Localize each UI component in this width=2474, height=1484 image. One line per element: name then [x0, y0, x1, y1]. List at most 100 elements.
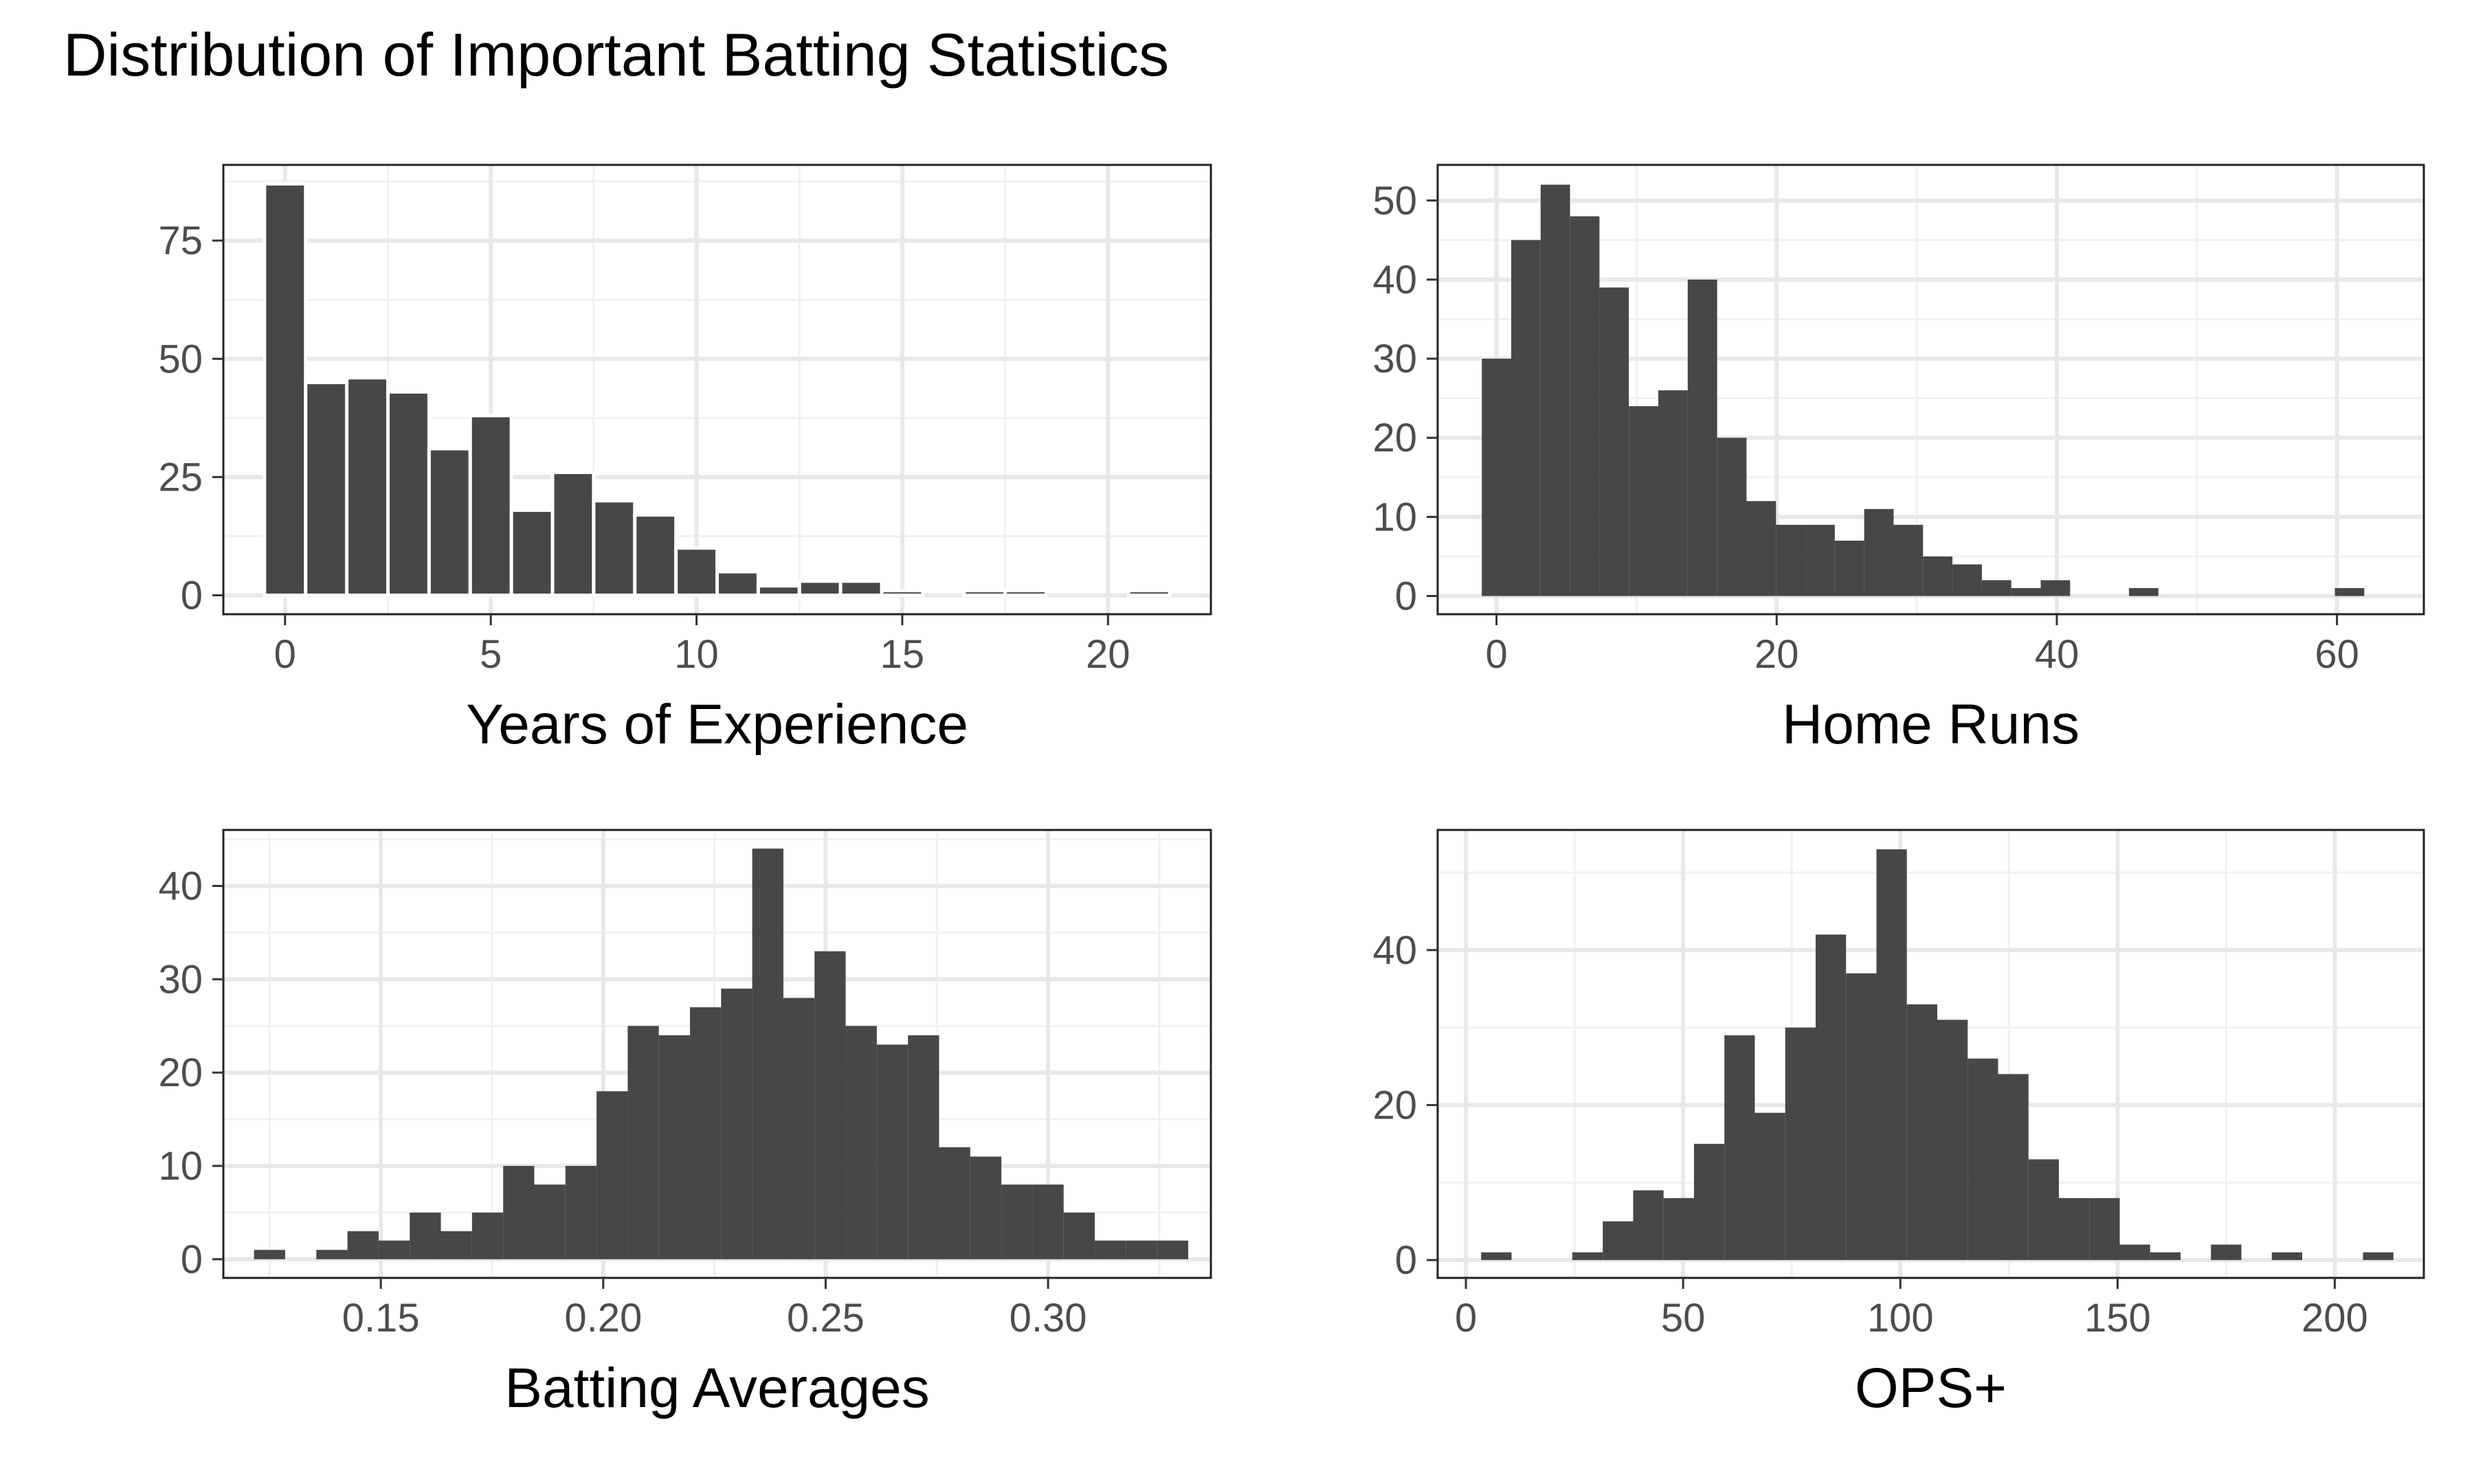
histogram-bar — [2058, 1198, 2090, 1261]
y-tick-label: 40 — [1372, 928, 1417, 973]
histogram-bar — [1864, 508, 1894, 596]
histogram-bar — [503, 1166, 535, 1259]
histogram-bar — [1032, 1184, 1064, 1259]
histogram-batting-averages: 0.15 0.20 0.25 0.30 0 10 20 30 40 Batting Average… — [158, 829, 1212, 1419]
y-tick-label: 40 — [158, 864, 203, 909]
histogram-bar — [1717, 438, 1747, 596]
histogram-bar — [1481, 1252, 1512, 1261]
histogram-bar — [1572, 1252, 1603, 1261]
y-tick-label: 50 — [158, 337, 203, 381]
histogram-bar — [378, 1240, 410, 1259]
x-tick-label: 20 — [1086, 632, 1130, 677]
y-tick-label: 20 — [1372, 416, 1417, 460]
y-tick-label: 10 — [158, 1144, 203, 1189]
y-tick-label: 30 — [158, 957, 203, 1002]
histogram-bar — [1998, 1074, 2029, 1261]
histogram-bar — [845, 1026, 877, 1259]
histogram-bar — [304, 381, 349, 597]
histogram-bar — [1482, 359, 1512, 596]
panel-border — [1436, 829, 2425, 1279]
histogram-bar — [1157, 1240, 1188, 1259]
histogram-bar — [1663, 1198, 1694, 1261]
histogram-bar — [1511, 240, 1541, 596]
histogram-bar — [633, 513, 678, 597]
histogram-bar — [410, 1212, 441, 1259]
x-tick-label: 100 — [1867, 1296, 1934, 1340]
histogram-bar — [550, 470, 596, 597]
histogram-bar — [627, 1026, 659, 1259]
x-tick-label: 15 — [880, 632, 925, 677]
histogram-bar — [658, 1035, 691, 1259]
histogram-bar — [1693, 1143, 1725, 1261]
histogram-home-runs: 0 20 40 60 0 10 20 30 40 50 Home Runs — [1372, 164, 2425, 756]
histogram-bar — [939, 1147, 970, 1259]
histogram-bar — [1952, 564, 1982, 596]
x-tick-label: 0 — [1485, 632, 1507, 677]
x-tick-label: 0 — [1455, 1296, 1477, 1340]
histogram-bar — [509, 508, 555, 597]
y-tick-label: 40 — [1372, 258, 1417, 302]
histogram-bar — [1906, 1004, 1937, 1261]
y-tick-label: 20 — [158, 1050, 203, 1095]
histogram-bar — [1776, 524, 1806, 596]
histogram-bar — [2363, 1252, 2394, 1261]
y-tick-label: 20 — [1372, 1083, 1417, 1127]
histogram-bar — [2150, 1252, 2181, 1261]
histogram-bar — [1687, 279, 1717, 596]
histogram-bar — [1629, 406, 1659, 596]
histogram-bar — [876, 1044, 909, 1259]
histogram-bar — [838, 579, 884, 597]
histogram-bar — [1126, 1240, 1157, 1259]
histogram-bar — [1063, 1212, 1095, 1259]
histogram-bar — [597, 1091, 628, 1259]
histogram-bar — [1095, 1240, 1126, 1259]
histogram-bar — [534, 1184, 566, 1259]
histogram-bar — [2211, 1244, 2242, 1261]
x-axis-title: Years of Experience — [466, 693, 968, 756]
y-tick-label: 10 — [1372, 495, 1417, 539]
histogram-bar — [721, 988, 753, 1259]
panel-border — [222, 829, 1212, 1279]
x-tick-label: 0.15 — [342, 1296, 420, 1340]
y-tick-label: 30 — [1372, 337, 1417, 381]
histogram-bar — [1126, 589, 1172, 597]
histogram-bar — [1001, 1184, 1033, 1259]
x-tick-label: 10 — [674, 632, 719, 677]
histogram-bar — [1003, 589, 1048, 597]
histogram-bar — [1846, 973, 1877, 1261]
histogram-bar — [345, 376, 390, 597]
histogram-bar — [1805, 524, 1835, 596]
histogram-bar — [1633, 1190, 1664, 1261]
x-tick-label: 0.25 — [787, 1296, 865, 1340]
panel-border — [1436, 164, 2425, 616]
histogram-bar — [1968, 1058, 1998, 1261]
x-tick-label: 20 — [1754, 632, 1799, 677]
histogram-bar — [2128, 588, 2159, 596]
histogram-bar — [752, 848, 783, 1259]
histogram-bar — [2028, 1159, 2059, 1261]
histogram-bar — [1981, 580, 2011, 596]
histogram-bar — [797, 579, 843, 597]
histogram-bar — [1893, 524, 1924, 596]
histogram-bar — [2089, 1198, 2120, 1261]
figure-title: Distribution of Important Batting Statis… — [63, 21, 1169, 89]
histogram-bar — [316, 1250, 348, 1259]
histogram-bar — [1937, 1020, 1968, 1261]
y-tick-label: 0 — [181, 1237, 203, 1282]
histogram-bar — [1834, 540, 1864, 596]
histogram-bar — [970, 1156, 1002, 1259]
histogram-ops-plus: 0 50 100 150 200 0 20 40 OPS+ — [1372, 829, 2425, 1419]
histogram-bar — [715, 570, 760, 597]
histogram-bar — [1746, 501, 1776, 596]
histogram-bar — [908, 1035, 939, 1259]
histogram-bar — [2271, 1252, 2302, 1261]
histogram-bar — [2040, 580, 2071, 596]
x-tick-label: 60 — [2315, 632, 2359, 677]
x-axis-title: OPS+ — [1855, 1357, 2007, 1419]
histogram-bar — [880, 589, 925, 597]
histogram-bar — [1599, 287, 1629, 596]
x-tick-label: 50 — [1661, 1296, 1706, 1340]
x-tick-label: 0.20 — [564, 1296, 642, 1340]
histogram-bar — [2119, 1244, 2150, 1261]
y-tick-label: 0 — [1395, 1238, 1417, 1283]
